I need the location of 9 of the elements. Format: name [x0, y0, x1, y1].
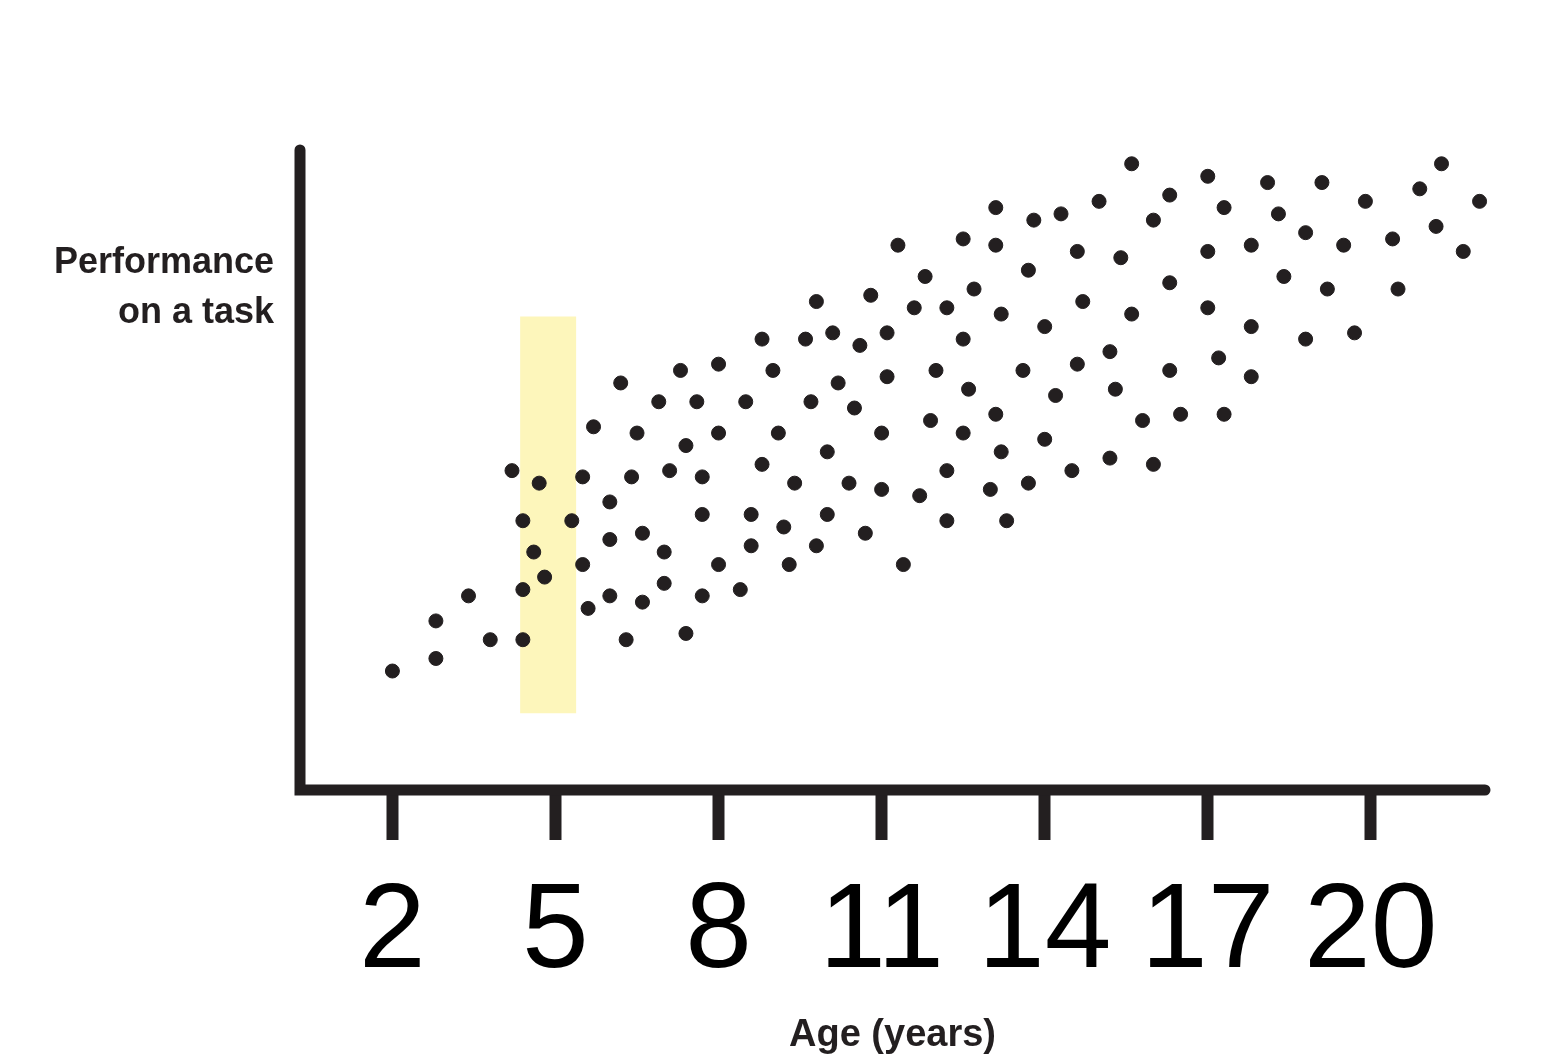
x-tick-label: 14: [977, 858, 1112, 993]
x-tick-label: 17: [1141, 858, 1275, 993]
x-tick-label: 2: [359, 858, 426, 993]
x-tick-label: 8: [685, 858, 752, 993]
x-tick-label: 20: [1304, 858, 1438, 993]
x-axis-title: Age (years): [789, 1011, 996, 1054]
x-tick-label: 11: [819, 858, 944, 993]
x-tick-label: 5: [522, 858, 589, 993]
y-axis-title: Performance on a task: [52, 239, 274, 333]
